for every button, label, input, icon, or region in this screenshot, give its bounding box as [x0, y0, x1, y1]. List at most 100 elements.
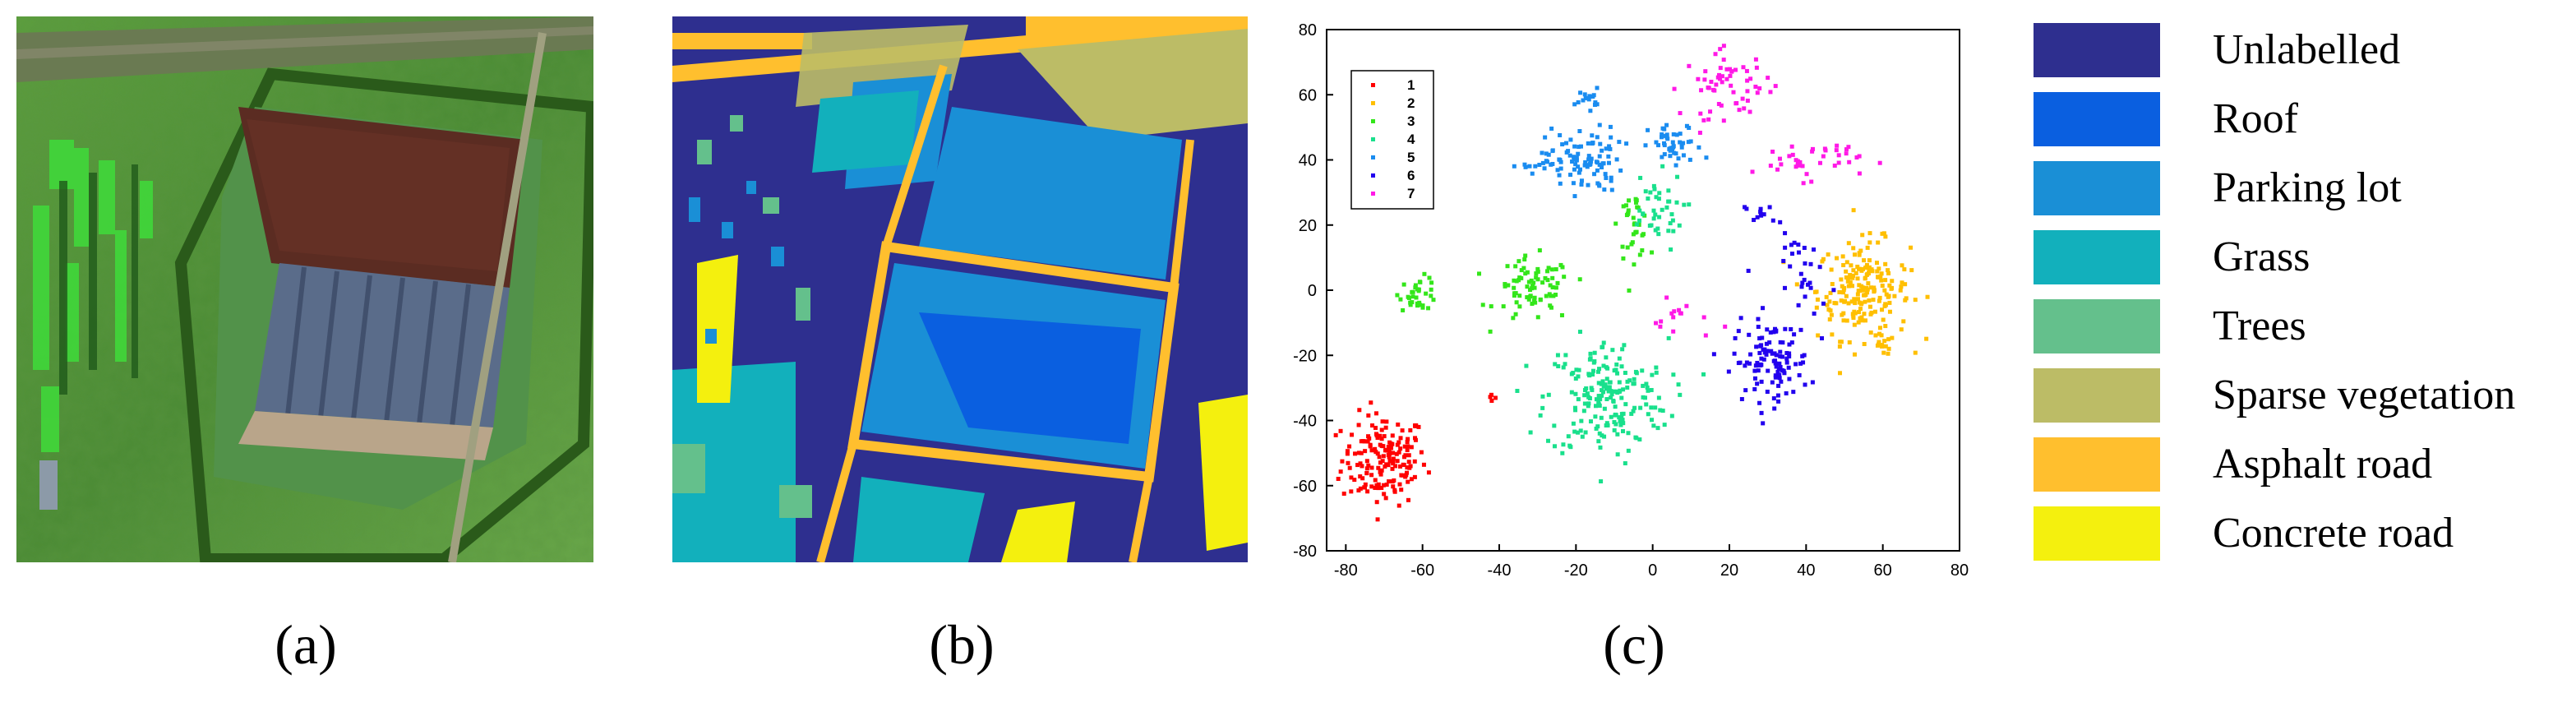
scatter-point-6	[1780, 354, 1784, 359]
scatter-point-5	[1582, 92, 1587, 97]
y-tick-label: -20	[1293, 347, 1317, 365]
scatter-point-1	[1399, 473, 1404, 478]
scatter-point-5	[1662, 143, 1667, 148]
scatter-point-6	[1786, 365, 1791, 370]
scatter-point-1	[1381, 444, 1386, 449]
scatter-point-5	[1557, 173, 1562, 178]
scatter-point-2	[1877, 298, 1881, 303]
scatter-point-2	[1866, 281, 1871, 286]
scatter-point-5	[1600, 148, 1604, 153]
scatter-point-2	[1846, 241, 1851, 246]
scatter-point-1	[1383, 425, 1388, 430]
scatter-point-4	[1601, 363, 1606, 368]
scatter-point-3	[1410, 300, 1415, 305]
scatter-point-7	[1787, 154, 1792, 159]
scatter-point-2	[1844, 318, 1849, 323]
scatter-point-1	[1406, 460, 1411, 464]
scatter-point-6	[1820, 336, 1825, 341]
scatter-point-4	[1656, 395, 1661, 400]
scatter-point-2	[1841, 318, 1846, 323]
scatter-point-7	[1801, 181, 1806, 186]
scatter-point-4	[1619, 415, 1624, 420]
scatter-point-4	[1594, 426, 1599, 431]
scatter-point-5	[1572, 167, 1577, 172]
scatter-point-4	[1644, 381, 1649, 386]
scatter-point-5	[1676, 156, 1681, 161]
scatter-point-7	[1678, 311, 1683, 316]
scatter-point-2	[1887, 283, 1892, 288]
scatter-point-1	[1345, 449, 1350, 454]
scatter-point-1	[1377, 455, 1382, 460]
scatter-point-2	[1856, 320, 1861, 325]
scatter-point-3	[1631, 232, 1636, 237]
scatter-point-4	[1671, 229, 1676, 233]
scatter-point-4	[1585, 391, 1590, 396]
scatter-point-3	[1549, 293, 1553, 298]
scatter-point-6	[1760, 335, 1765, 340]
scatter-point-2	[1881, 350, 1886, 355]
scatter-point-2	[1904, 296, 1909, 301]
chart-legend-label: 6	[1407, 168, 1415, 183]
tsne-scatter-plot: -80 -60 -40 -20 0 20 40 60 80 -80 -60 -40 -20 0 20 40 60…	[1266, 8, 1989, 584]
x-tick-label: 0	[1648, 561, 1657, 580]
scatter-point-4	[1569, 372, 1574, 377]
scatter-point-4	[1643, 189, 1648, 194]
scatter-point-7	[1742, 106, 1747, 111]
scatter-point-2	[1841, 290, 1846, 295]
scatter-point-2	[1848, 273, 1853, 278]
scatter-point-4	[1629, 411, 1634, 416]
scatter-point-4	[1653, 405, 1658, 410]
scatter-point-2	[1858, 248, 1863, 253]
scatter-point-1	[1381, 483, 1386, 488]
scatter-point-3	[1523, 253, 1528, 258]
scatter-point-3	[1633, 200, 1638, 205]
scatter-point-5	[1527, 164, 1532, 169]
scatter-point-3	[1553, 292, 1558, 297]
scatter-point-5	[1609, 135, 1613, 140]
scatter-point-4	[1546, 438, 1551, 443]
scatter-point-5	[1549, 162, 1553, 167]
scatter-point-7	[1777, 156, 1782, 161]
scatter-point-4	[1596, 439, 1601, 444]
scatter-point-4	[1560, 451, 1565, 455]
scatter-point-1	[1366, 413, 1371, 418]
scatter-point-7	[1748, 76, 1753, 81]
scatter-point-3	[1401, 282, 1406, 287]
scatter-point-5	[1674, 132, 1679, 137]
scatter-point-1	[1389, 446, 1394, 451]
scatter-point-1	[1383, 496, 1388, 501]
scatter-point-2	[1900, 263, 1904, 268]
scatter-point-2	[1863, 318, 1867, 323]
scatter-point-4	[1626, 448, 1631, 453]
scatter-point-4	[1599, 381, 1604, 386]
scatter-point-5	[1568, 173, 1573, 178]
scatter-point-5	[1558, 181, 1563, 186]
scatter-point-7	[1794, 158, 1798, 163]
scatter-point-6	[1802, 277, 1807, 282]
scatter-point-1	[1384, 483, 1389, 488]
scatter-point-6	[1765, 327, 1770, 332]
scatter-point-7	[1804, 172, 1809, 177]
scatter-point-7	[1706, 117, 1711, 122]
scatter-point-4	[1610, 348, 1615, 353]
scatter-point-2	[1899, 284, 1904, 289]
scatter-point-1	[1397, 482, 1402, 487]
scatter-point-2	[1857, 266, 1862, 271]
scatter-point-6	[1798, 271, 1803, 276]
scatter-point-2	[1883, 278, 1888, 283]
scatter-point-7	[1733, 67, 1738, 72]
scatter-point-1	[1406, 453, 1411, 458]
scatter-point-3	[1526, 280, 1531, 284]
scatter-point-1	[1375, 436, 1380, 441]
scatter-point-1	[1381, 454, 1386, 459]
scatter-point-2	[1855, 292, 1860, 297]
scatter-point-6	[1738, 360, 1743, 365]
scatter-point-3	[1545, 278, 1550, 283]
scatter-point-6	[1817, 265, 1822, 270]
scatter-point-4	[1582, 393, 1587, 398]
scatter-point-6	[1787, 354, 1792, 358]
scatter-point-4	[1555, 353, 1560, 358]
scatter-point-1	[1489, 392, 1493, 397]
scatter-point-7	[1716, 72, 1721, 77]
scatter-point-1	[1373, 425, 1378, 430]
